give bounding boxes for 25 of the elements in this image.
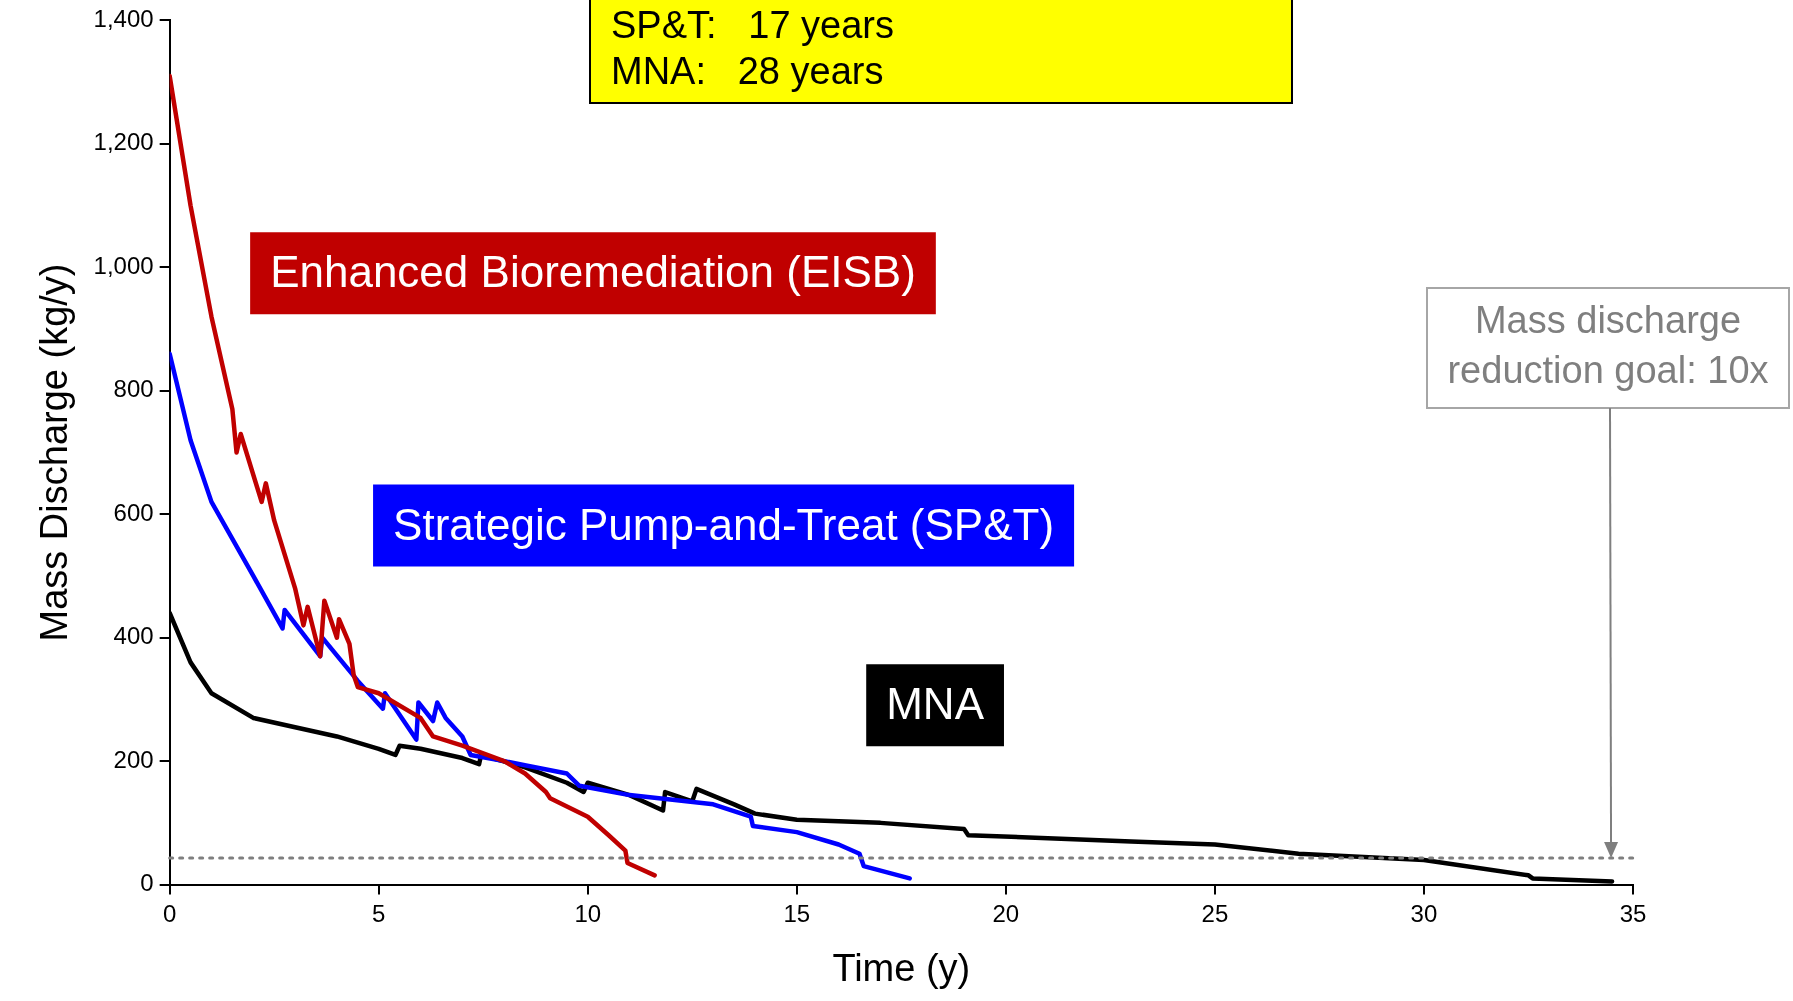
annotation: MNA: 28 years [611, 49, 885, 94]
y-axis-title: Mass Discharge (kg/y) [33, 263, 76, 642]
x-tick-label: 20 [992, 899, 1020, 927]
series-label: Enhanced Bioremediation (EISB) [270, 247, 916, 297]
x-tick-label: 5 [372, 899, 386, 927]
y-tick-label: 800 [113, 375, 154, 403]
x-tick-label: 30 [1410, 899, 1438, 927]
note-box: SP&T: 17 years MNA: 28 years [589, 0, 1293, 104]
text: MNA [886, 679, 985, 729]
x-tick-label: 35 [1619, 899, 1647, 927]
y-tick-label: 1,400 [93, 5, 154, 33]
text: Strategic Pump-and-Treat (SP&T) [393, 499, 1055, 549]
y-tick-label: 1,000 [93, 251, 154, 279]
x-tick-label: 10 [574, 899, 602, 927]
x-axis-title: Time (y) [832, 946, 971, 989]
x-tick-label: 25 [1201, 899, 1229, 927]
annotation: Mass discharge reduction goal: 10x [1447, 299, 1769, 392]
x-tick-label: 0 [162, 899, 177, 927]
y-tick-label: 400 [113, 622, 154, 650]
y-tick-label: 0 [140, 869, 154, 897]
y-tick-label: 600 [113, 498, 154, 526]
annotation: SP&T: 17 years [611, 3, 895, 48]
y-tick-label: 1,200 [93, 128, 154, 156]
x-tick-label: 15 [783, 899, 811, 927]
y-tick-label: 200 [113, 745, 154, 773]
